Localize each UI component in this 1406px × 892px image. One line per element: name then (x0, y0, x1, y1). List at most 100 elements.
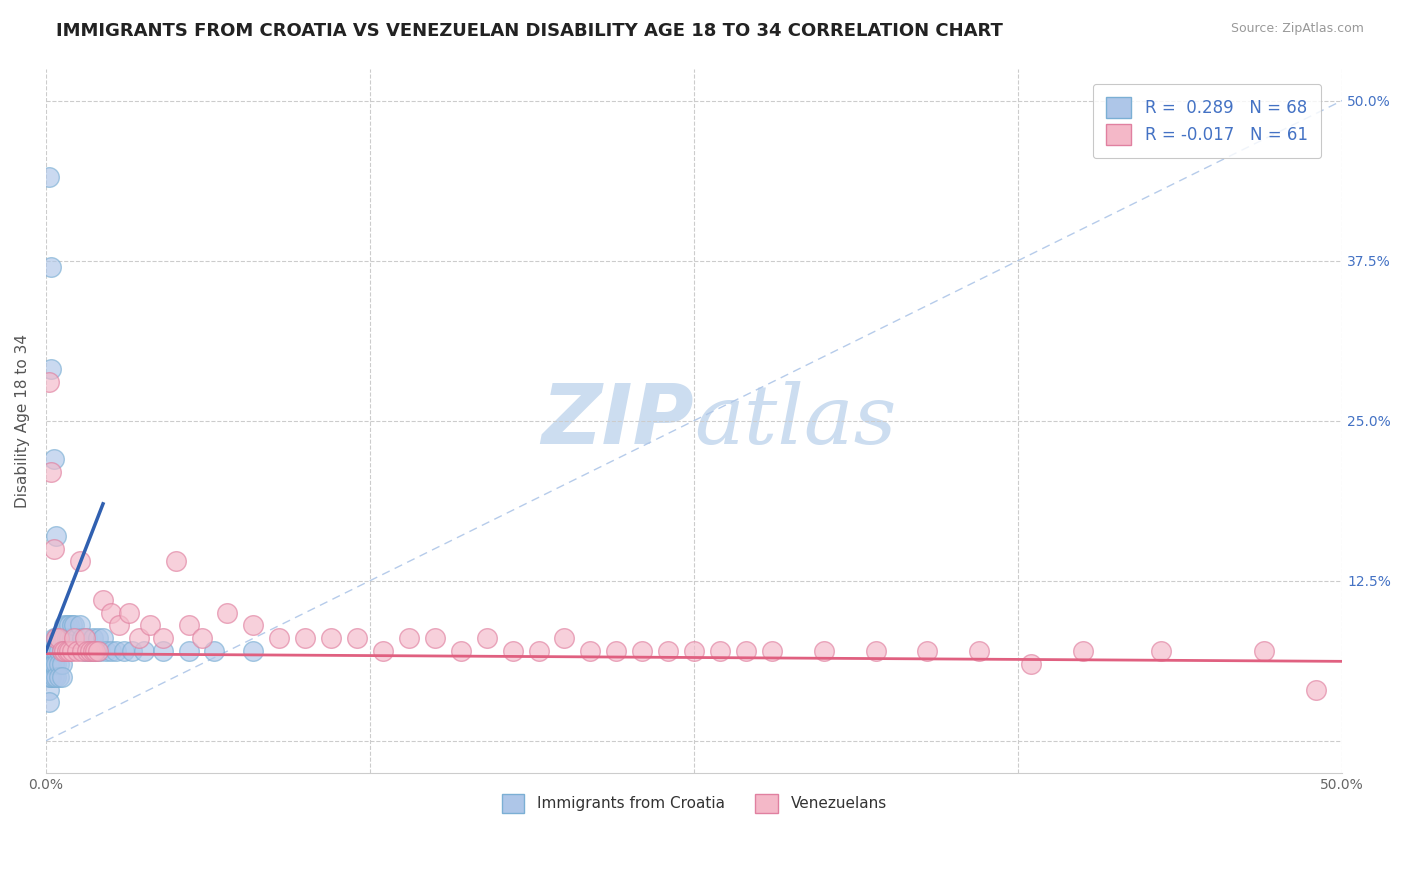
Point (39, 657, 62, 671)
Point (42, 644, 65, 658)
Point (321, 632, 343, 646)
Point (38, 682, 60, 697)
Point (450, 644, 472, 658)
Point (371, 644, 394, 658)
Text: atlas: atlas (695, 381, 897, 460)
Point (82, 632, 104, 646)
Point (45, 670, 67, 684)
Point (91, 593, 114, 607)
Point (89, 644, 111, 658)
Point (152, 632, 174, 646)
Point (91, 632, 114, 646)
Point (48, 644, 70, 658)
Point (1150, 644, 1173, 658)
Point (190, 632, 212, 646)
Point (100, 606, 122, 620)
Point (42, 644, 65, 658)
Point (38, 657, 60, 671)
Point (48, 632, 70, 646)
Point (82, 644, 104, 658)
Point (104, 644, 127, 658)
Point (53, 644, 76, 658)
Point (134, 644, 156, 658)
Point (177, 618, 200, 632)
Point (58, 644, 80, 658)
Point (683, 644, 706, 658)
Point (87, 632, 110, 646)
Point (42, 657, 65, 671)
Point (55, 618, 77, 632)
Point (42, 657, 65, 671)
Point (346, 632, 368, 646)
Point (72, 632, 94, 646)
Point (969, 644, 991, 658)
Point (761, 644, 783, 658)
Point (605, 644, 627, 658)
Point (813, 644, 835, 658)
Point (45, 632, 67, 646)
Point (204, 644, 226, 658)
Point (138, 618, 160, 632)
Point (38, 657, 60, 671)
Point (631, 644, 654, 658)
Point (69, 554, 91, 568)
Point (48, 632, 70, 646)
Point (1253, 644, 1275, 658)
Point (38, 644, 60, 658)
Point (39, 657, 62, 671)
Point (527, 644, 550, 658)
Point (53, 644, 76, 658)
Point (917, 644, 939, 658)
Point (38, 695, 60, 709)
Point (51, 632, 73, 646)
Point (39, 465, 62, 479)
Point (423, 632, 446, 646)
Point (63, 632, 86, 646)
Point (42, 670, 65, 684)
Point (79, 644, 101, 658)
Point (177, 644, 200, 658)
Point (87, 644, 110, 658)
Point (38, 170, 60, 185)
Point (53, 632, 76, 646)
Point (1305, 682, 1327, 697)
Point (84, 644, 107, 658)
Point (269, 632, 291, 646)
Point (39, 657, 62, 671)
Point (63, 618, 86, 632)
Point (55, 644, 77, 658)
Point (66, 632, 89, 646)
Text: Source: ZipAtlas.com: Source: ZipAtlas.com (1230, 22, 1364, 36)
Point (709, 644, 731, 658)
Point (107, 618, 129, 632)
Point (38, 375, 60, 389)
Text: ZIP: ZIP (541, 380, 695, 461)
Point (76, 632, 98, 646)
Point (39, 644, 62, 658)
Point (579, 644, 602, 658)
Point (60, 618, 83, 632)
Point (48, 670, 70, 684)
Point (398, 632, 420, 646)
Point (38, 670, 60, 684)
Point (1071, 644, 1094, 658)
Point (58, 618, 80, 632)
Point (45, 632, 67, 646)
Point (51, 657, 73, 671)
Point (735, 644, 758, 658)
Point (45, 644, 67, 658)
Point (84, 644, 107, 658)
Point (294, 632, 316, 646)
Point (165, 554, 187, 568)
Point (39, 362, 62, 376)
Point (51, 670, 73, 684)
Point (66, 644, 89, 658)
Point (475, 632, 498, 646)
Point (51, 644, 73, 658)
Point (73, 644, 96, 658)
Point (48, 657, 70, 671)
Point (100, 644, 122, 658)
Legend: Immigrants from Croatia, Venezuelans: Immigrants from Croatia, Venezuelans (489, 782, 898, 825)
Point (79, 644, 101, 658)
Point (128, 632, 150, 646)
